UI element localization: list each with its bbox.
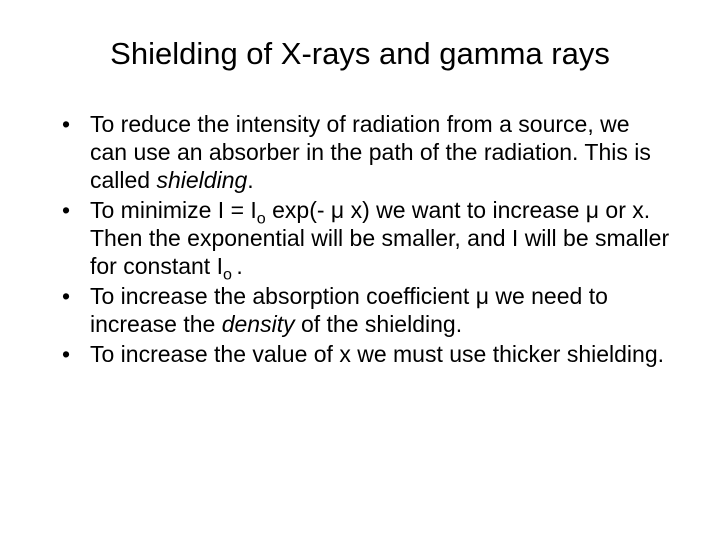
list-item: To increase the absorption coefficient μ… — [50, 282, 670, 338]
bullet-text: of the shielding. — [295, 311, 463, 337]
list-item: To reduce the intensity of radiation fro… — [50, 110, 670, 194]
bullet-text-italic: shielding — [156, 167, 247, 193]
list-item: To minimize I = Io exp(- μ x) we want to… — [50, 196, 670, 280]
bullet-text: . — [236, 253, 242, 279]
bullet-text: To minimize I = I — [90, 197, 257, 223]
list-item: To increase the value of x we must use t… — [50, 340, 670, 368]
bullet-text: To increase the value of x we must use t… — [90, 341, 664, 367]
slide-title: Shielding of X-rays and gamma rays — [50, 36, 670, 72]
subscript: o — [223, 266, 236, 284]
bullet-list: To reduce the intensity of radiation fro… — [50, 110, 670, 368]
bullet-text: . — [247, 167, 253, 193]
bullet-text-italic: density — [222, 311, 295, 337]
